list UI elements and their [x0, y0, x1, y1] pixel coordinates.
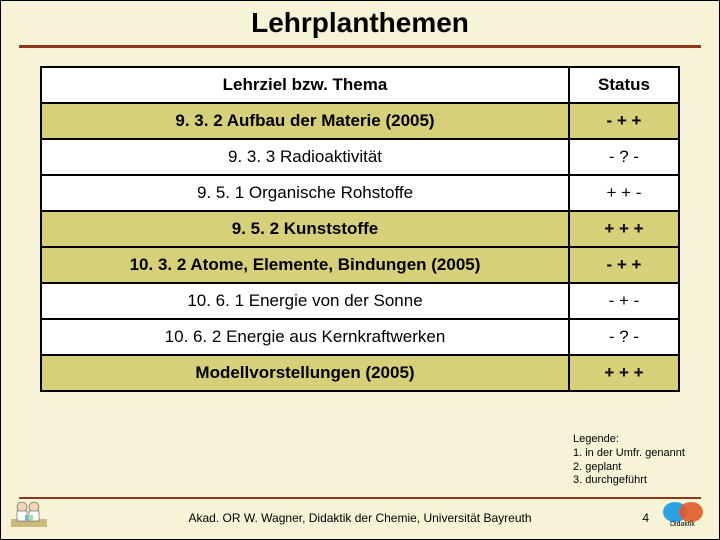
cell-status: - + +: [569, 103, 679, 139]
cell-topic: 9. 5. 1 Organische Rohstoffe: [41, 175, 569, 211]
legend: Legende: 1. in der Umfr. genannt 2. gepl…: [573, 433, 693, 488]
table-header-row: Lehrziel bzw. Thema Status: [41, 67, 679, 103]
legend-heading: Legende:: [573, 433, 693, 447]
cell-topic: Modellvorstellungen (2005): [41, 355, 569, 391]
table-row: 9. 3. 3 Radioaktivität- ? -: [41, 139, 679, 175]
legend-item: 3. durchgeführt: [573, 474, 693, 488]
cell-topic: 9. 3. 3 Radioaktivität: [41, 139, 569, 175]
table-row: Modellvorstellungen (2005)+ + +: [41, 355, 679, 391]
table-row: 10. 3. 2 Atome, Elemente, Bindungen (200…: [41, 247, 679, 283]
table-row: 9. 3. 2 Aufbau der Materie (2005)- + +: [41, 103, 679, 139]
cell-topic: 10. 6. 2 Energie aus Kernkraftwerken: [41, 319, 569, 355]
cell-status: + + +: [569, 355, 679, 391]
page-number: 4: [642, 511, 649, 525]
title-underline: [19, 45, 701, 48]
didaktik-logo-icon: Didaktik: [661, 498, 707, 528]
footer: Akad. OR W. Wagner, Didaktik der Chemie,…: [1, 503, 719, 531]
cell-topic: 10. 6. 1 Energie von der Sonne: [41, 283, 569, 319]
cell-topic: 9. 3. 2 Aufbau der Materie (2005): [41, 103, 569, 139]
cell-status: + + +: [569, 211, 679, 247]
table-row: 10. 6. 1 Energie von der Sonne- + -: [41, 283, 679, 319]
cell-status: + + -: [569, 175, 679, 211]
footer-text: Akad. OR W. Wagner, Didaktik der Chemie,…: [1, 511, 719, 525]
cell-topic: 9. 5. 2 Kunststoffe: [41, 211, 569, 247]
legend-item: 2. geplant: [573, 461, 693, 475]
page-title: Lehrplanthemen: [1, 1, 719, 45]
svg-text:Didaktik: Didaktik: [670, 521, 695, 528]
table-row: 9. 5. 1 Organische Rohstoffe+ + -: [41, 175, 679, 211]
table-row: 9. 5. 2 Kunststoffe+ + +: [41, 211, 679, 247]
cell-status: - + +: [569, 247, 679, 283]
cell-topic: 10. 3. 2 Atome, Elemente, Bindungen (200…: [41, 247, 569, 283]
cell-status: - + -: [569, 283, 679, 319]
footer-divider: [19, 497, 701, 499]
cell-status: - ? -: [569, 139, 679, 175]
slide: Lehrplanthemen Lehrziel bzw. Thema Statu…: [0, 0, 720, 540]
legend-item: 1. in der Umfr. genannt: [573, 447, 693, 461]
curriculum-table: Lehrziel bzw. Thema Status 9. 3. 2 Aufba…: [40, 66, 680, 392]
cell-status: - ? -: [569, 319, 679, 355]
table-row: 10. 6. 2 Energie aus Kernkraftwerken- ? …: [41, 319, 679, 355]
col-header-topic: Lehrziel bzw. Thema: [41, 67, 569, 103]
col-header-status: Status: [569, 67, 679, 103]
